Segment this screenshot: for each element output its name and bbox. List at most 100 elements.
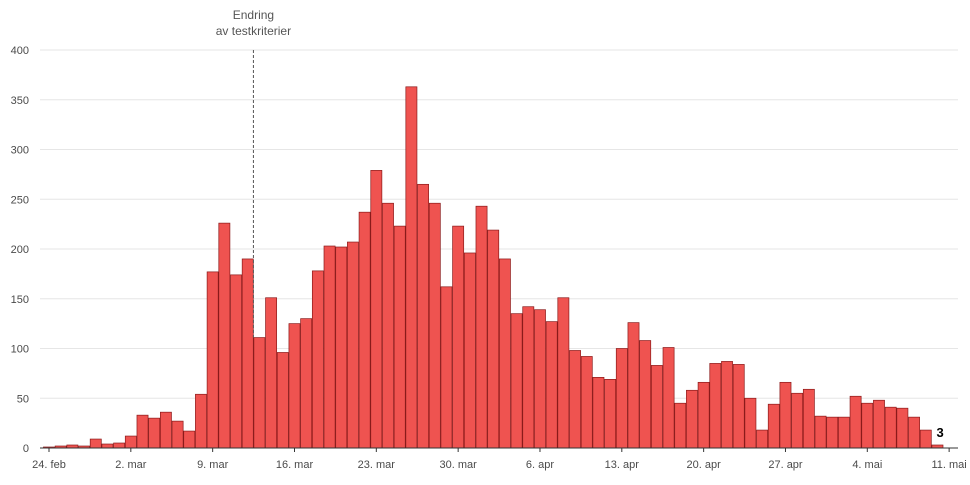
bar bbox=[358, 211, 371, 449]
x-tick-label: 16. mar bbox=[276, 459, 314, 471]
bar bbox=[662, 347, 675, 449]
x-tick-label: 4. mai bbox=[852, 459, 882, 471]
last-value-label: 3 bbox=[936, 425, 943, 440]
bar bbox=[417, 183, 429, 449]
bar bbox=[580, 356, 593, 449]
annotation-text-line2: av testkriterier bbox=[216, 24, 291, 38]
bar bbox=[884, 406, 897, 449]
bar bbox=[428, 202, 441, 449]
bar bbox=[230, 274, 242, 449]
bar bbox=[499, 258, 511, 449]
x-tick-label: 2. mar bbox=[115, 459, 147, 471]
bar bbox=[849, 395, 862, 449]
bar bbox=[838, 416, 850, 449]
bar bbox=[522, 306, 535, 449]
bar bbox=[767, 403, 780, 449]
bar bbox=[709, 363, 722, 449]
bar bbox=[370, 170, 383, 449]
bar bbox=[288, 323, 301, 449]
bar bbox=[463, 252, 476, 449]
bar bbox=[615, 348, 628, 449]
bar bbox=[253, 337, 266, 449]
bar bbox=[627, 322, 640, 449]
y-tick-label: 400 bbox=[11, 45, 29, 57]
y-tick-label: 150 bbox=[11, 294, 29, 306]
bar bbox=[241, 258, 254, 449]
bar bbox=[382, 202, 394, 449]
bar bbox=[160, 411, 172, 449]
y-tick-label: 300 bbox=[11, 145, 29, 157]
bar bbox=[323, 245, 336, 449]
x-tick-label: 30. mar bbox=[440, 459, 478, 471]
bar bbox=[604, 379, 617, 449]
bar bbox=[300, 318, 313, 449]
bar bbox=[452, 225, 465, 449]
bar-series bbox=[43, 86, 944, 449]
bar bbox=[265, 297, 278, 449]
bar bbox=[826, 416, 839, 449]
annotation-text-line1: Endring bbox=[233, 8, 274, 22]
bar bbox=[697, 381, 710, 449]
bar bbox=[732, 364, 745, 449]
x-tick-label: 27. apr bbox=[768, 459, 803, 471]
bar bbox=[206, 271, 219, 449]
bar bbox=[674, 402, 687, 449]
bar bbox=[569, 350, 581, 449]
bar bbox=[791, 392, 804, 449]
bar bbox=[171, 420, 184, 449]
x-tick-label: 6. apr bbox=[526, 459, 554, 471]
x-tick-label: 24. feb bbox=[32, 459, 66, 471]
bar bbox=[276, 352, 289, 449]
x-tick-label: 23. mar bbox=[358, 459, 396, 471]
bar bbox=[311, 270, 324, 449]
bar bbox=[335, 246, 348, 449]
bar bbox=[510, 313, 523, 449]
bar bbox=[873, 399, 885, 449]
bar bbox=[101, 443, 114, 449]
bar bbox=[802, 388, 815, 449]
bar bbox=[908, 416, 920, 449]
bar bbox=[639, 340, 652, 449]
bar bbox=[393, 225, 406, 449]
x-tick-label: 20. apr bbox=[687, 459, 722, 471]
bar bbox=[405, 86, 418, 449]
bar bbox=[124, 435, 137, 449]
bar bbox=[183, 430, 196, 449]
y-tick-label: 200 bbox=[11, 244, 29, 256]
bar bbox=[919, 429, 932, 449]
bar bbox=[113, 442, 126, 449]
x-tick-label: 9. mar bbox=[197, 459, 229, 471]
bar bbox=[136, 414, 149, 449]
bar bbox=[545, 321, 558, 449]
y-tick-label: 350 bbox=[11, 95, 29, 107]
bar bbox=[487, 229, 500, 449]
x-tick-label: 13. apr bbox=[605, 459, 640, 471]
bar bbox=[896, 407, 909, 449]
bar bbox=[686, 389, 698, 449]
bar bbox=[218, 222, 231, 449]
bar bbox=[721, 361, 733, 449]
bar bbox=[195, 393, 207, 449]
bar bbox=[592, 377, 605, 449]
bar bbox=[148, 417, 161, 449]
bar bbox=[861, 402, 874, 449]
x-axis-tick-labels: 24. feb 2. mar 9. mar 16. mar 23. mar 30. mar… bbox=[32, 448, 967, 471]
y-tick-label: 100 bbox=[11, 344, 29, 356]
bar bbox=[756, 429, 768, 449]
bar bbox=[475, 205, 488, 449]
bar bbox=[440, 286, 453, 449]
bar bbox=[89, 438, 102, 449]
x-tick-label: 11. mai bbox=[931, 459, 966, 471]
bar bbox=[744, 397, 757, 449]
bar bbox=[347, 241, 359, 449]
bar bbox=[779, 381, 792, 449]
bar bbox=[814, 415, 827, 449]
y-tick-label: 250 bbox=[11, 194, 29, 206]
bar bbox=[650, 365, 663, 449]
y-tick-label: 0 bbox=[23, 443, 29, 455]
y-axis-tick-labels: 0 50 100 150 200 250 300 350 400 bbox=[11, 45, 29, 455]
bar bbox=[534, 309, 546, 449]
annotation-group: Endring av testkriterier bbox=[216, 8, 291, 338]
bar bbox=[557, 297, 570, 449]
